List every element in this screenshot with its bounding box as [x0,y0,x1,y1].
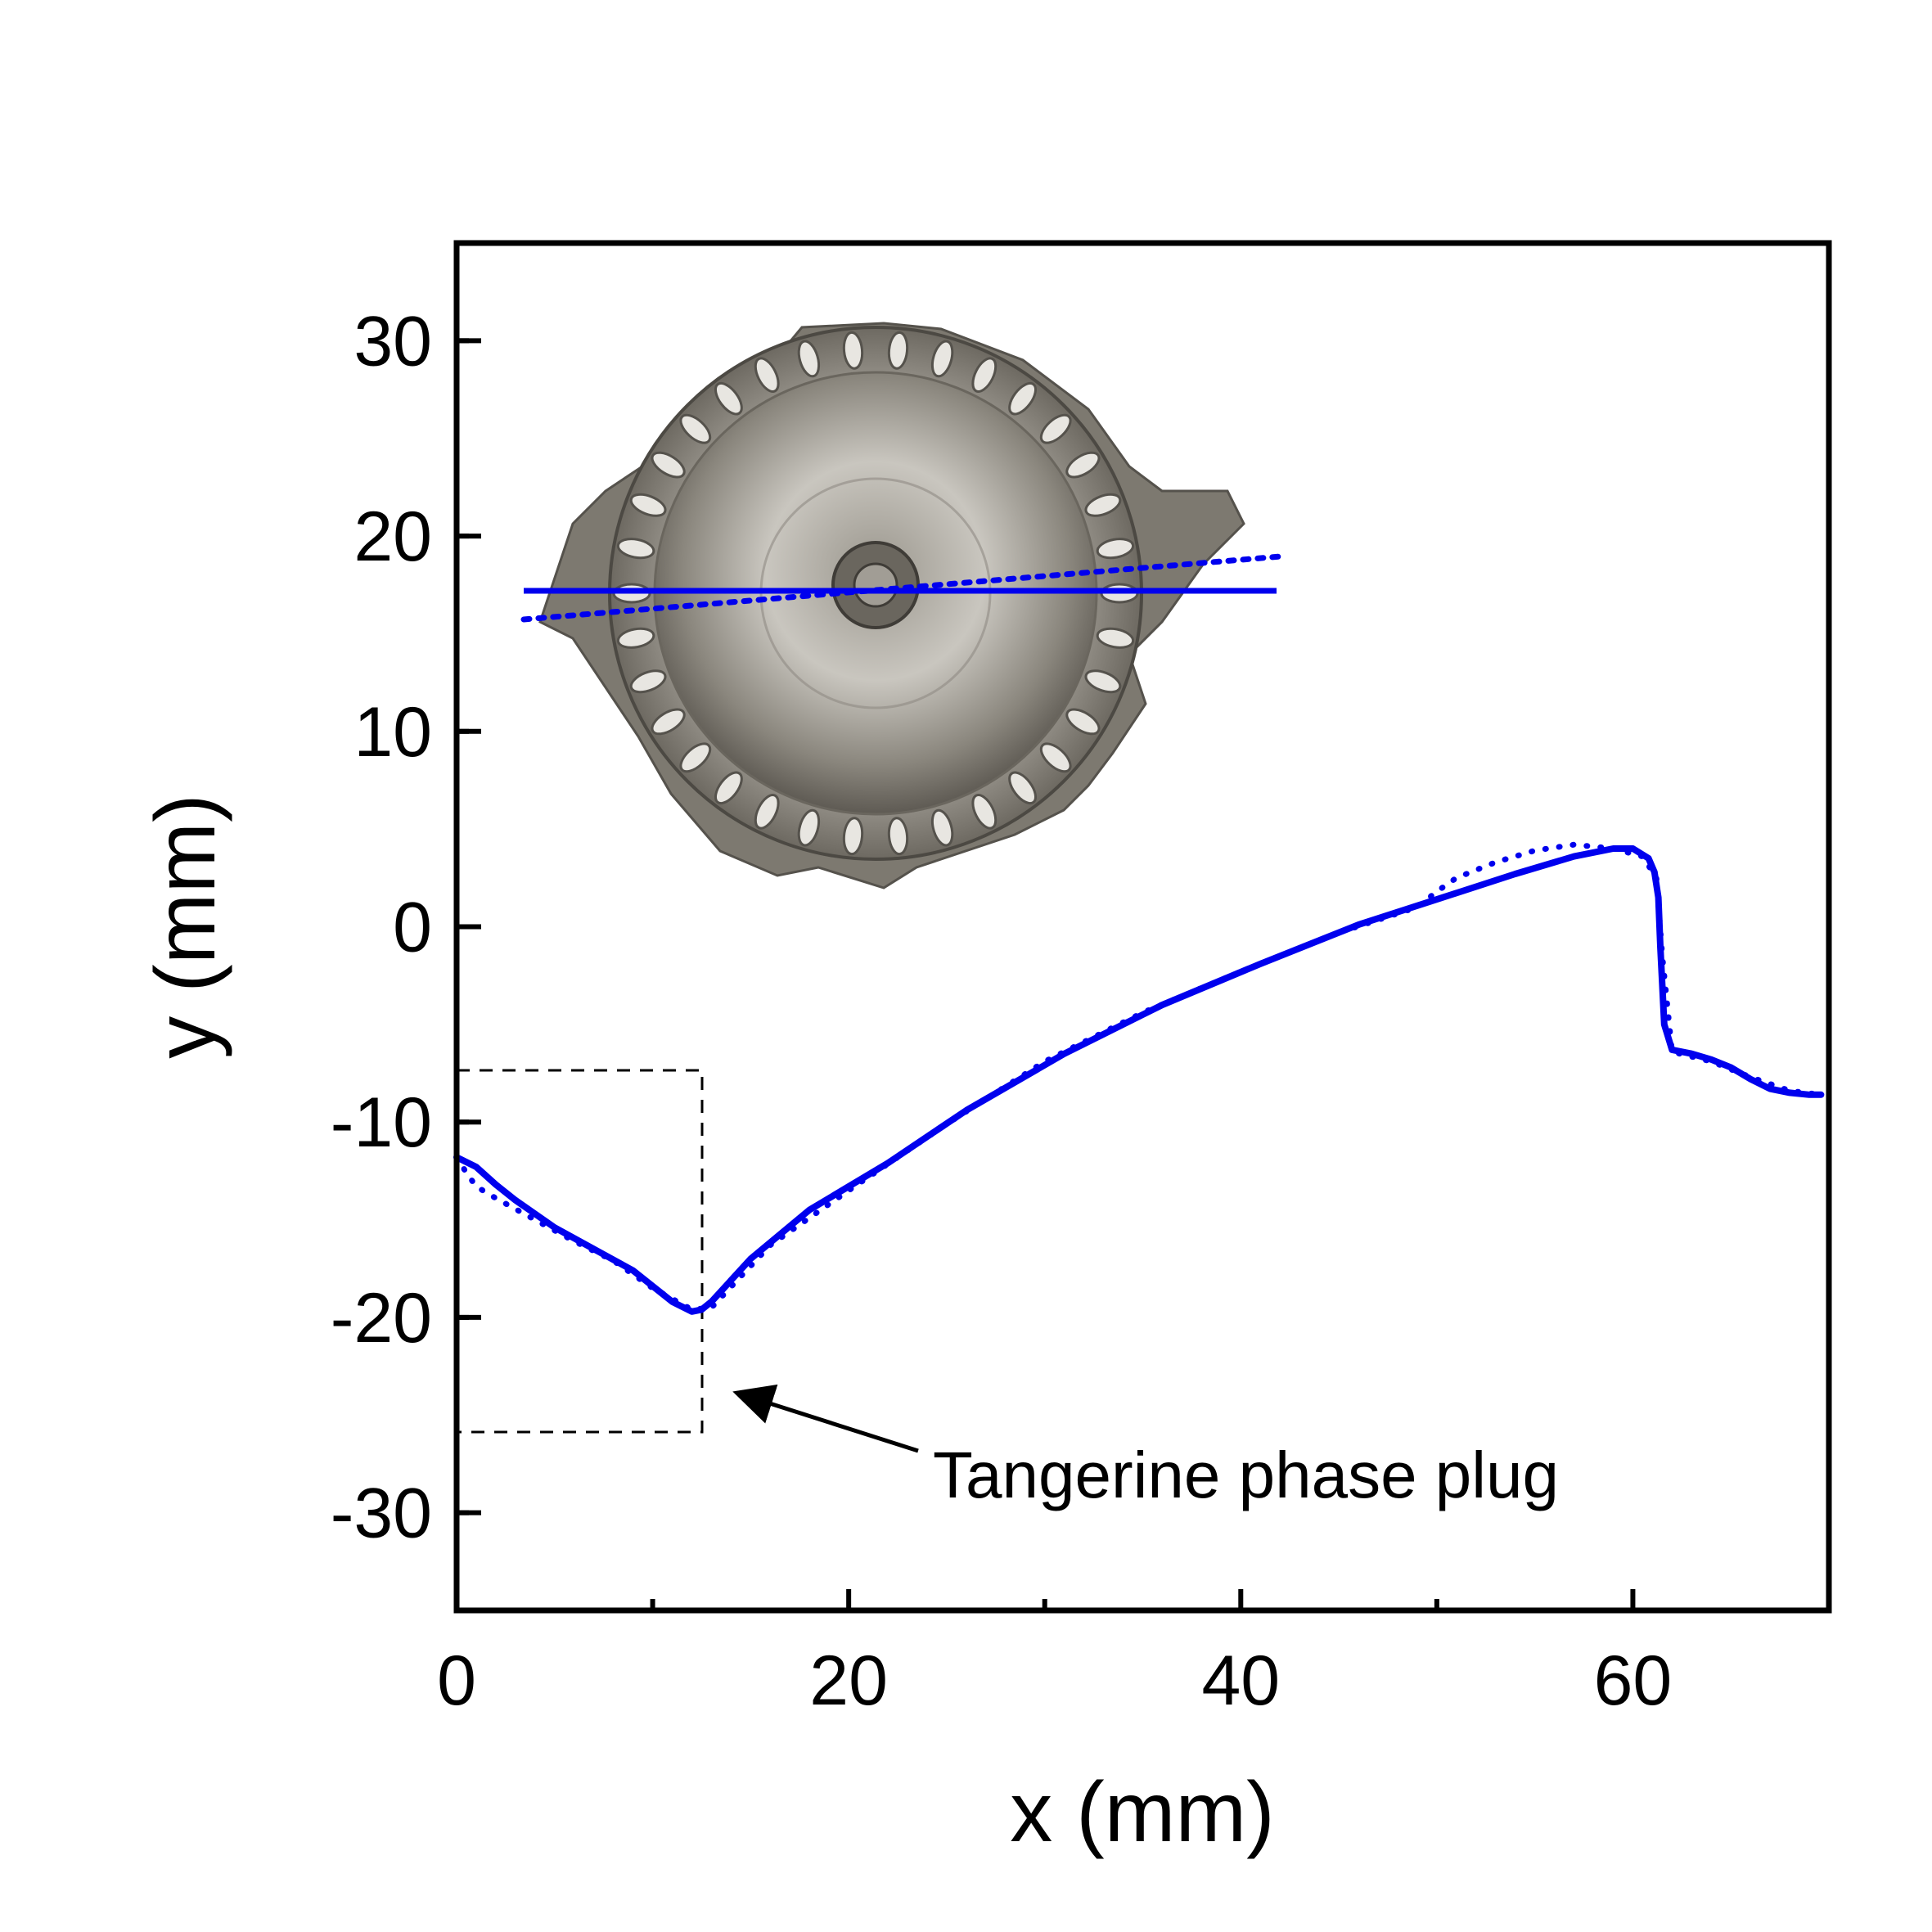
phase-plug-slot [651,708,686,736]
cut-line-dotted [520,553,1284,623]
phase-plug-slots [612,331,1139,856]
phase-plug-slot [842,331,864,370]
zoom-box [455,1069,704,1434]
series-line-dotted [453,841,1824,1313]
y-tick-label: 0 [393,889,432,967]
phase-plug-slot [1065,708,1101,736]
phase-plug-slot [629,669,667,694]
phase-plug-slot [1039,413,1072,444]
phase-plug-slot [797,340,821,378]
phase-plug-slot [714,771,743,805]
phase-plug-render [520,322,1284,889]
phase-plug-slot [679,413,712,444]
phase-plug-slot [1096,627,1135,649]
phase-plug-slot [887,817,909,856]
phase-plug-slot [629,493,667,517]
phase-plug-slot [679,742,712,773]
x-tick-label: 60 [1594,1642,1673,1720]
phase-plug-slot [616,627,655,649]
series-line-solid [453,845,1825,1315]
x-tick-label: 0 [437,1642,476,1720]
phase-plug-slot [797,808,821,847]
series-layer [453,841,1825,1315]
phase-plug-slot [1065,451,1101,479]
phase-plug-slot [971,357,998,393]
phase-plug-slot [754,357,780,393]
phase-plug-slot [1096,538,1135,560]
phase-plug-slot [1008,771,1038,805]
phase-plug-slot [1008,381,1038,416]
y-tick-label: -20 [331,1279,432,1358]
y-tick-label: 10 [354,693,432,772]
phase-plug-center-core [853,562,898,608]
y-tick-label: -10 [331,1083,432,1162]
phase-plug-slot [930,340,954,378]
phase-plug-slot [1084,493,1122,517]
phase-plug-slot [1039,742,1072,773]
y-tick-label: -30 [331,1475,432,1553]
phase-plug-slot [616,538,655,560]
phase-plug-slot [714,381,743,416]
phase-plug-slot [754,794,780,830]
phase-plug-slot [971,794,998,830]
y-tick-label: 20 [354,498,432,576]
y-axis-title: y (mm) [138,794,233,1058]
x-tick-label: 40 [1201,1642,1280,1720]
y-tick-label: 30 [354,302,432,381]
phase-plug-slot [842,817,864,856]
phase-plug-slot [1084,669,1122,694]
phase-plug-slot [930,808,954,847]
x-axis-title: x (mm) [1010,1765,1274,1860]
axis-layer: 0 20 40 60 30 20 10 0 -10 -20 -30 [331,302,1673,1720]
phase-plug-slot [651,451,686,479]
phase-plug-slot [887,331,909,370]
annotation-arrow [732,1384,919,1453]
annotation-label: Tangerine phase plug [933,1439,1559,1511]
x-tick-label: 20 [809,1642,888,1720]
